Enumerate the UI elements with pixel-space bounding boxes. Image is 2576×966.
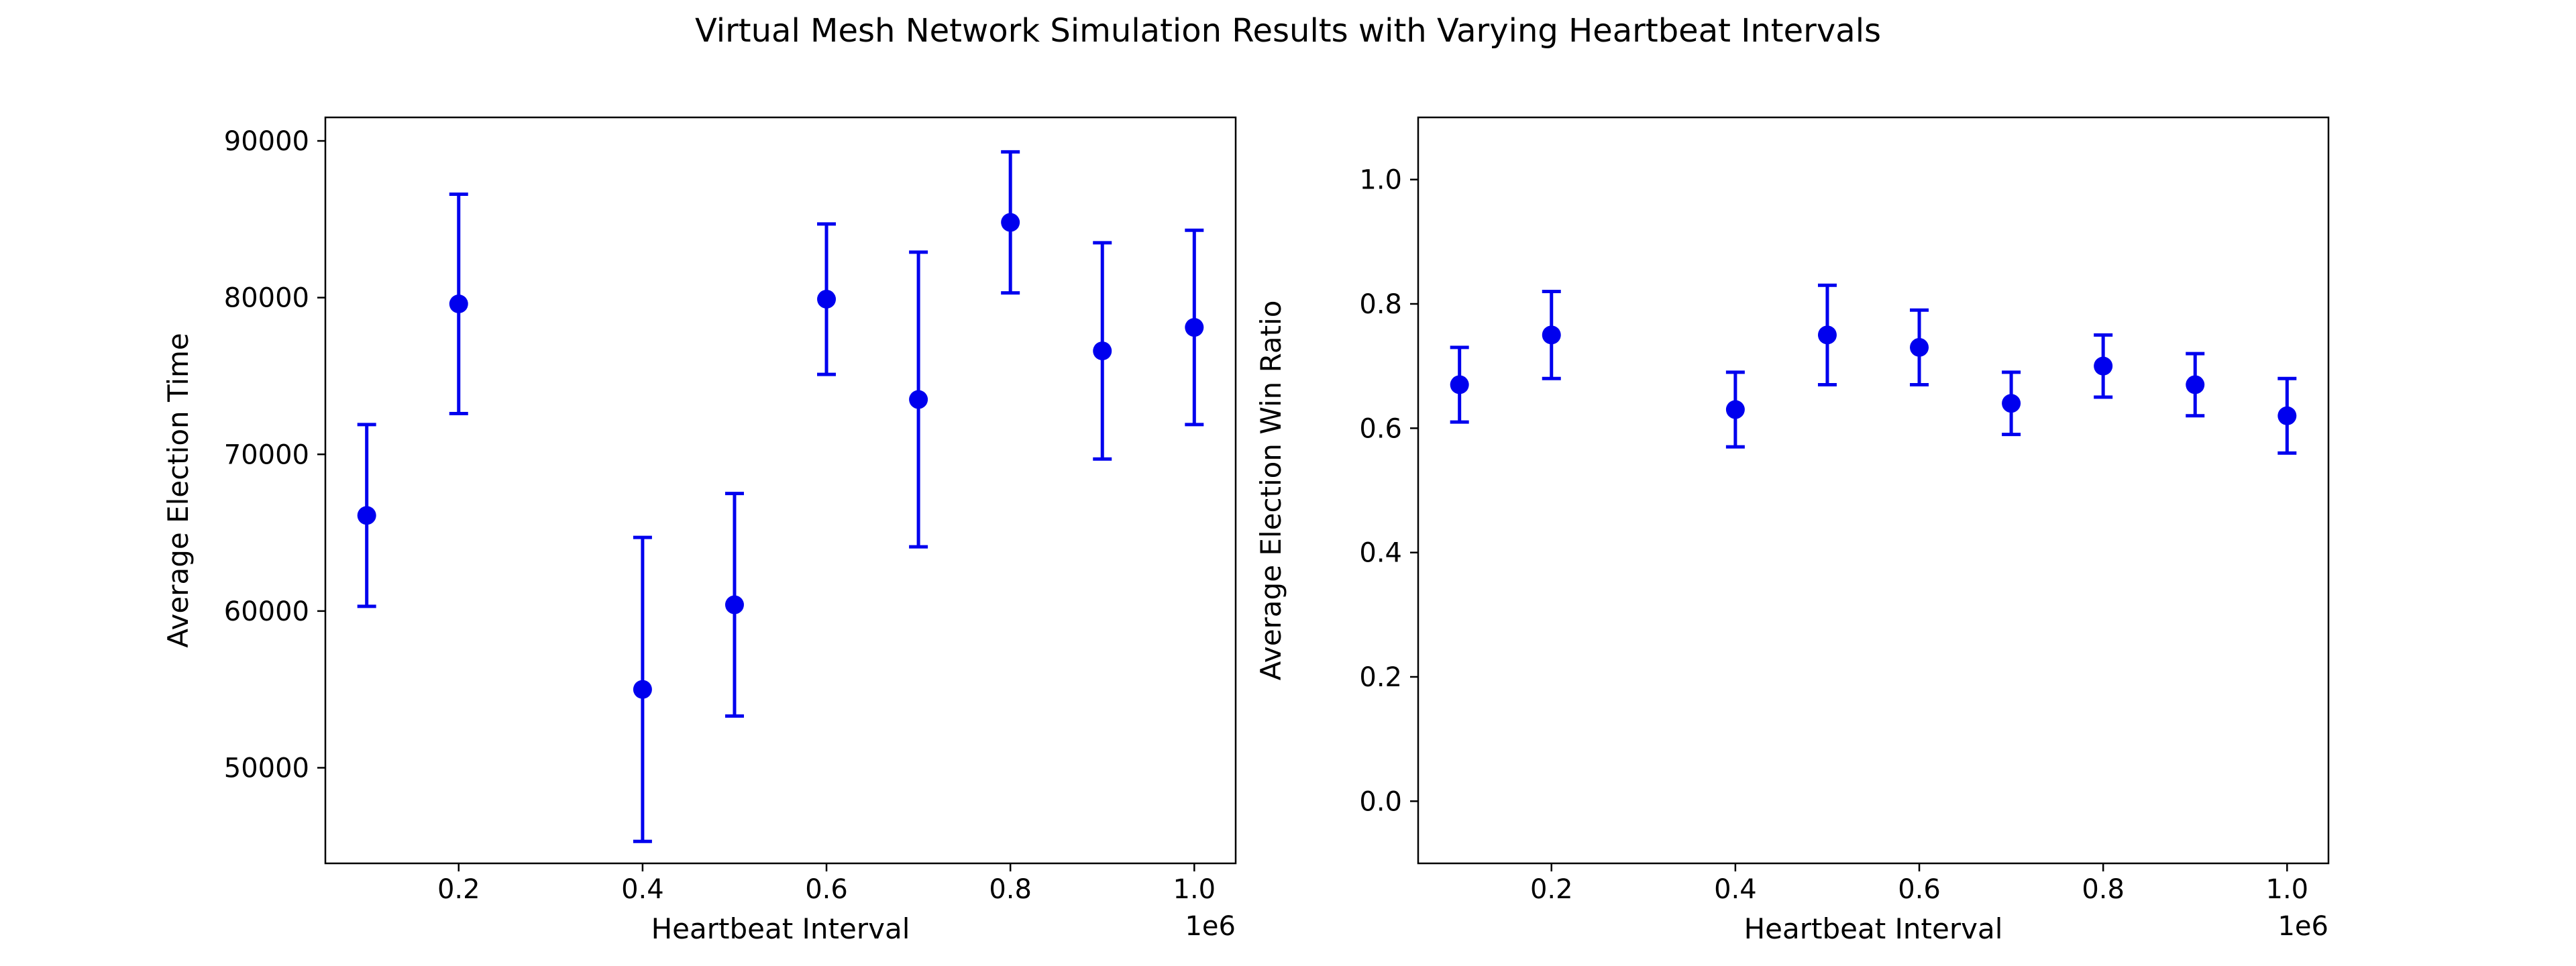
- data-point: [1185, 318, 1204, 337]
- data-point: [357, 506, 376, 525]
- chart-panel-election-time: 0.2 0.4 0.6 0.8 1.0 50000 60000 70000 80000 90000…: [162, 116, 1237, 945]
- x-tick-label: 0.2: [437, 874, 480, 905]
- data-point: [1093, 341, 1112, 361]
- y-tick-label: 70000: [224, 439, 309, 470]
- y-tick-label: 1.0: [1359, 165, 1402, 196]
- x-tick-label: 0.8: [2082, 874, 2125, 905]
- data-point: [449, 294, 468, 313]
- y-tick-label: 60000: [224, 596, 309, 627]
- chart-panel-win-ratio: 0.2 0.4 0.6 0.8 1.0 0.0 0.2 0.4 0.6 0.8 1.0 Heartbe…: [1254, 116, 2330, 945]
- y-tick-label: 0.2: [1359, 662, 1402, 693]
- y-tick-label: 0.0: [1359, 786, 1402, 817]
- y-tick-label: 80000: [224, 283, 309, 314]
- x-tick-label: 0.4: [1714, 874, 1757, 905]
- data-point: [1910, 337, 1929, 357]
- data-point: [2002, 394, 2021, 413]
- data-point: [1542, 325, 1561, 345]
- data-point: [1817, 325, 1837, 345]
- y-tick-label: 0.6: [1359, 413, 1402, 444]
- x-tick-label: 0.6: [1898, 874, 1941, 905]
- y-tick-label: 0.8: [1359, 289, 1402, 320]
- data-point: [1450, 375, 1469, 394]
- data-point: [2186, 375, 2205, 394]
- x-tick-label: 1.0: [2266, 874, 2309, 905]
- x-tick-label: 0.2: [1530, 874, 1573, 905]
- data-point: [633, 680, 652, 699]
- data-point: [909, 390, 928, 409]
- data-point: [1725, 400, 1745, 419]
- y-tick-label: 50000: [224, 753, 309, 784]
- x-tick-label: 0.4: [621, 874, 664, 905]
- x-axis-offset-label: 1e6: [2277, 911, 2328, 942]
- y-tick-label: 90000: [224, 126, 309, 157]
- data-point: [817, 289, 837, 309]
- x-tick-label: 0.8: [989, 874, 1032, 905]
- y-axis-label: Average Election Win Ratio: [1254, 301, 1287, 681]
- plot-frame: [1417, 116, 2330, 865]
- data-point: [2094, 356, 2113, 376]
- x-axis-label: Heartbeat Interval: [651, 912, 910, 945]
- data-point: [724, 595, 744, 614]
- y-axis-label: Average Election Time: [162, 333, 195, 648]
- x-axis-offset-label: 1e6: [1185, 911, 1236, 942]
- x-axis-label: Heartbeat Interval: [1744, 912, 2003, 945]
- figure-title: Virtual Mesh Network Simulation Results …: [695, 12, 1881, 50]
- data-point: [1001, 213, 1020, 232]
- x-tick-label: 1.0: [1173, 874, 1216, 905]
- plot-frame: [324, 116, 1237, 865]
- y-tick-label: 0.4: [1359, 538, 1402, 569]
- data-point: [2277, 406, 2297, 425]
- x-tick-label: 0.6: [805, 874, 848, 905]
